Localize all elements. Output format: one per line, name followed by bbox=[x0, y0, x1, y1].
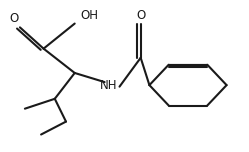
Text: OH: OH bbox=[81, 9, 99, 22]
Text: O: O bbox=[9, 12, 18, 26]
Text: NH: NH bbox=[100, 79, 117, 92]
Text: O: O bbox=[136, 9, 145, 22]
